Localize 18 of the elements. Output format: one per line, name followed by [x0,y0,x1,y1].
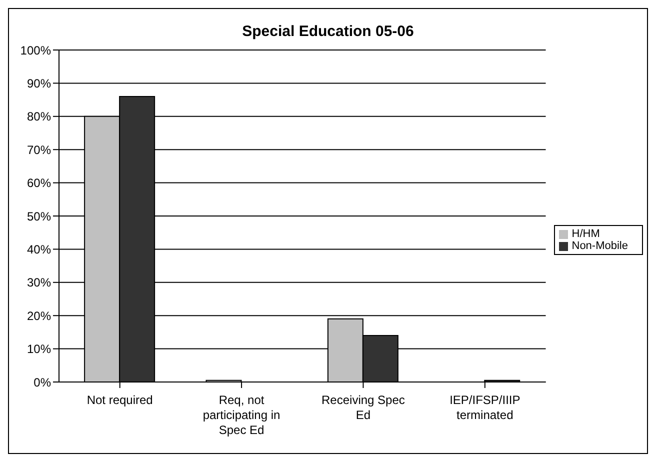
y-tick-label: 100% [20,43,52,58]
legend-label: Non-Mobile [572,240,628,252]
y-tick-label: 80% [26,110,52,124]
y-tick-label: 30% [26,276,52,290]
legend-label: H/HM [572,228,600,240]
y-tick-label: 20% [26,308,52,323]
y-tick-label: 0% [34,375,52,390]
x-tick-label: Receiving Spec Ed [322,393,405,422]
y-tick-label: 40% [26,242,52,256]
y-tick-label: 70% [26,142,52,157]
chart-title: Special Education 05-06 [241,23,415,40]
x-tick-label: Not required [86,393,153,407]
y-tick-label: 90% [26,76,52,90]
y-tick-label: 10% [26,342,52,356]
x-tick-label: IEP/IFSP/IIIP terminated [450,393,520,422]
y-tick-label: 50% [26,209,52,224]
y-tick-label: 60% [26,176,52,190]
x-tick-label: Req, not participating in Spec Ed [202,393,280,437]
